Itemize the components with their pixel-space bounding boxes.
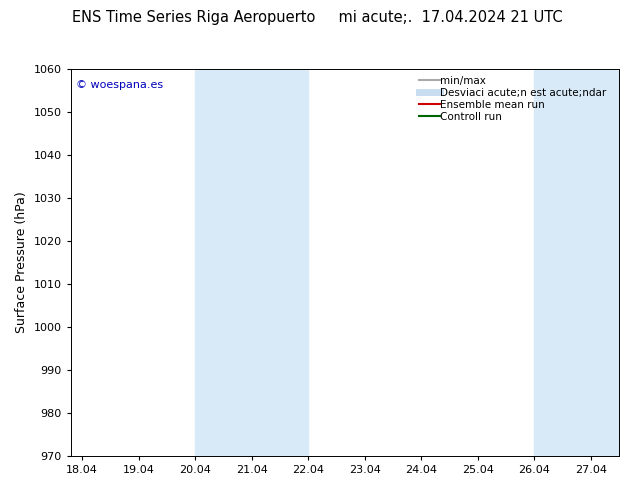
Bar (534, 69, 619, 456)
Text: ENS Time Series Riga Aeropuerto     mi acute;.  17.04.2024 21 UTC: ENS Time Series Riga Aeropuerto mi acute… (72, 10, 562, 25)
Bar (195, 69, 308, 456)
Y-axis label: Surface Pressure (hPa): Surface Pressure (hPa) (15, 192, 28, 333)
Text: © woespana.es: © woespana.es (76, 80, 164, 90)
Legend: min/max, Desviaci acute;n est acute;ndar, Ensemble mean run, Controll run: min/max, Desviaci acute;n est acute;ndar… (415, 72, 616, 126)
